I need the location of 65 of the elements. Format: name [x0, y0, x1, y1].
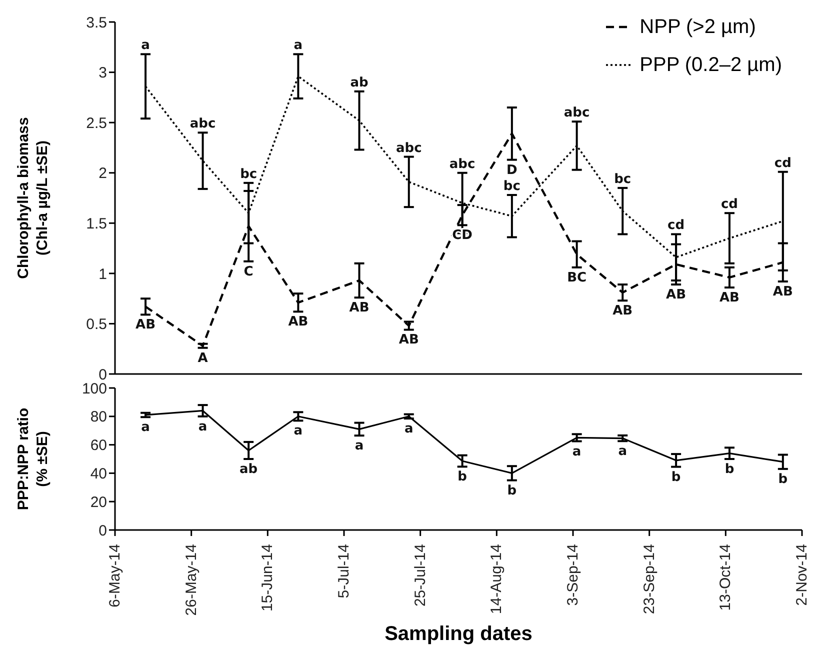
annotation: abc: [564, 106, 590, 121]
annotation: b: [671, 470, 681, 485]
y-tick-label: 80: [90, 408, 107, 426]
annotation: AB: [772, 284, 793, 300]
x-tick-label: 23-Sep-14: [640, 544, 658, 614]
annotation: AB: [288, 314, 308, 330]
annotation: bc: [614, 172, 632, 187]
annotation: a: [294, 424, 303, 439]
x-tick-label: 15-Jun-14: [259, 544, 276, 612]
x-tick-label: 13-Oct-14: [717, 544, 734, 611]
y-axis-title: Chlorophyll-a biomass (Chl-a µg/L ±SE): [15, 117, 51, 279]
annotation: a: [404, 422, 414, 437]
annotation: cd: [774, 156, 792, 171]
x-tick-label: 6-May-14: [106, 544, 124, 608]
annotation: a: [572, 444, 582, 460]
annotation: AB: [136, 318, 156, 333]
annotation: a: [354, 438, 364, 454]
x-tick-label: 14-Aug-14: [488, 544, 506, 614]
x-tick-label: 26-May-14: [182, 544, 200, 616]
annotation: AB: [612, 304, 633, 319]
annotation: a: [141, 38, 150, 54]
y-tick-label: 0: [98, 522, 107, 540]
y-tick-label: 2.5: [86, 114, 107, 132]
legend-label: NPP (>2 µm): [640, 16, 756, 38]
annotation: abc: [449, 156, 476, 172]
annotation: a: [198, 419, 208, 434]
y-tick-label: 1: [98, 266, 107, 283]
annotation: ab: [240, 462, 258, 477]
x-tick-label: 2-Nov-14: [794, 544, 810, 606]
y-tick-label: 0.5: [86, 316, 107, 334]
annotation: b: [778, 472, 788, 487]
annotation: cd: [668, 218, 685, 234]
annotation: b: [507, 483, 517, 498]
x-tick-label: 25-Jul-14: [412, 544, 429, 607]
annotation: b: [724, 462, 734, 477]
annotation: AB: [719, 290, 740, 306]
annotation: cd: [720, 197, 738, 212]
annotation: a: [618, 444, 628, 460]
x-axis-title: Sampling dates: [384, 623, 532, 645]
y-tick-label: 3.5: [86, 14, 107, 32]
annotation: BC: [567, 270, 587, 286]
x-tick-label: 3-Sep-14: [564, 544, 582, 606]
annotation: C: [244, 264, 254, 280]
legend-label: PPP (0.2–2 µm): [640, 54, 782, 76]
annotation: AB: [666, 287, 686, 302]
annotation: abc: [396, 140, 422, 156]
annotation: D: [506, 162, 518, 178]
y-tick-label: 1.5: [86, 215, 107, 232]
annotation: AB: [398, 332, 419, 348]
annotation: a: [141, 420, 150, 436]
annotation: ab: [350, 75, 368, 90]
annotation: A: [198, 350, 208, 366]
y-axis-title: PPP:NPP ratio (% ±SE): [15, 408, 51, 510]
annotation: AB: [349, 300, 370, 316]
y-tick-label: 2: [98, 165, 107, 182]
annotation: a: [294, 38, 303, 54]
annotation: b: [458, 470, 467, 485]
annotation: bc: [240, 166, 258, 182]
y-tick-label: 20: [90, 494, 107, 511]
y-tick-label: 3: [98, 64, 107, 82]
y-tick-label: 60: [90, 437, 107, 454]
x-tick-label: 5-Jul-14: [336, 544, 352, 598]
annotation: abc: [190, 116, 216, 132]
y-tick-label: 40: [90, 466, 107, 483]
annotation: bc: [503, 178, 520, 194]
